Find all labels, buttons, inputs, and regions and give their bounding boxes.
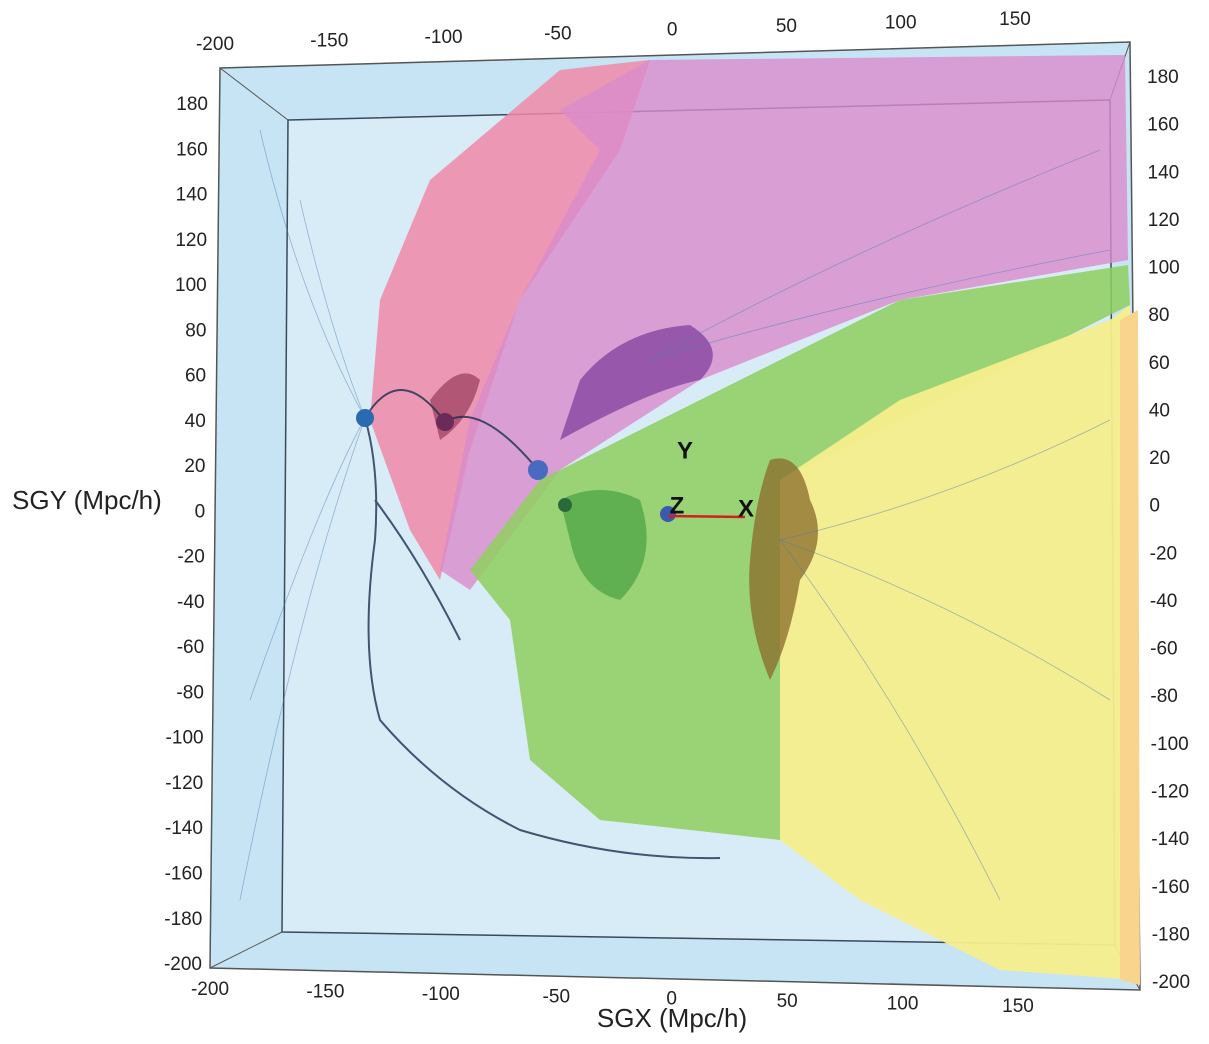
right-tick-label: 160 [1147,115,1179,136]
sphere [356,409,374,427]
left-tick-label: 100 [175,275,207,296]
triad-z: Z [670,492,685,519]
top-tick-label: -100 [425,27,463,48]
left-tick-label: -160 [165,863,203,884]
bottom-tick-label: -100 [422,984,460,1005]
sphere [436,413,454,431]
edge [219,67,289,121]
bottom-tick-label: -50 [543,986,570,1007]
left-tick-label: 40 [185,411,206,432]
right-tick-label: 40 [1149,400,1170,421]
x-arrow [667,514,746,519]
left-tick-label: -140 [165,818,203,839]
left-tick-label: -100 [166,728,204,749]
left-tick-label: -40 [177,592,204,613]
left-tick-label: 0 [195,501,206,522]
sphere [558,498,572,512]
y-axis-label: SGY (Mpc/h) [12,485,162,515]
top-tick-label: -150 [310,30,348,51]
left-tick-label: -80 [176,682,203,703]
yellow-region [780,305,1135,980]
triad-x: X [738,495,754,522]
top-tick-label: 50 [776,16,797,37]
right-tick-label: 20 [1149,448,1170,469]
green-region [470,265,1130,840]
sphere [528,460,548,480]
left-tick-label: -60 [177,637,204,658]
triad-y: Y [677,437,693,464]
right-tick-label: 0 [1149,496,1160,517]
bottom-tick-label: -200 [191,979,229,1000]
orange-edge [1120,310,1140,985]
right-tick-label: -40 [1150,591,1177,612]
left-tick-label: 180 [176,94,208,115]
left-tick-label: 140 [176,185,208,206]
right-tick-label: 180 [1147,67,1179,88]
purple-structure [560,325,713,440]
right-tick-label: -80 [1150,686,1177,707]
right-tick-label: 140 [1148,162,1180,183]
sphere [660,506,676,522]
right-tick-label: -180 [1152,924,1190,945]
left-tick-label: -180 [164,909,202,930]
top-tick-label: -50 [544,23,571,44]
top-tick-label: 100 [885,13,917,34]
x-axis-label: SGX (Mpc/h) [597,1003,747,1033]
attractors [356,409,676,522]
top-tick-label: -200 [196,34,234,55]
bottom-tick-label: 100 [887,994,919,1015]
left-tick-label: 80 [185,320,206,341]
bottom-tick-label: 0 [666,989,677,1010]
right-tick-label: -60 [1150,639,1177,660]
right-tick-label: 120 [1148,210,1180,231]
left-tick-label: 120 [175,230,207,251]
right-tick-label: -100 [1151,734,1189,755]
left-tick-label: 160 [176,139,208,160]
bottom-tick-label: -150 [306,981,344,1002]
right-tick-label: -120 [1151,781,1189,802]
right-tick-label: -140 [1151,829,1189,850]
left-tick-label: -200 [164,954,202,975]
bottom-tick-label: 50 [777,991,798,1012]
edge [209,931,283,969]
right-tick-label: 60 [1149,353,1170,374]
filament [374,499,461,641]
right-tick-label: -20 [1150,543,1177,564]
filament [364,417,721,860]
bottom-tick-label: 150 [1002,996,1034,1017]
streamlines [239,129,1111,901]
right-tick-label: 80 [1148,305,1169,326]
right-tick-label: -200 [1152,972,1190,993]
top-tick-label: 150 [999,9,1031,30]
left-tick-label: 60 [185,366,206,387]
green-structure [560,490,647,600]
left-tick-label: -20 [177,547,204,568]
right-tick-label: 100 [1148,258,1180,279]
left-tick-label: -120 [165,773,203,794]
right-tick-label: -160 [1151,877,1189,898]
left-tick-label: 20 [184,456,205,477]
top-tick-label: 0 [667,20,678,41]
brown-structure [749,458,818,680]
